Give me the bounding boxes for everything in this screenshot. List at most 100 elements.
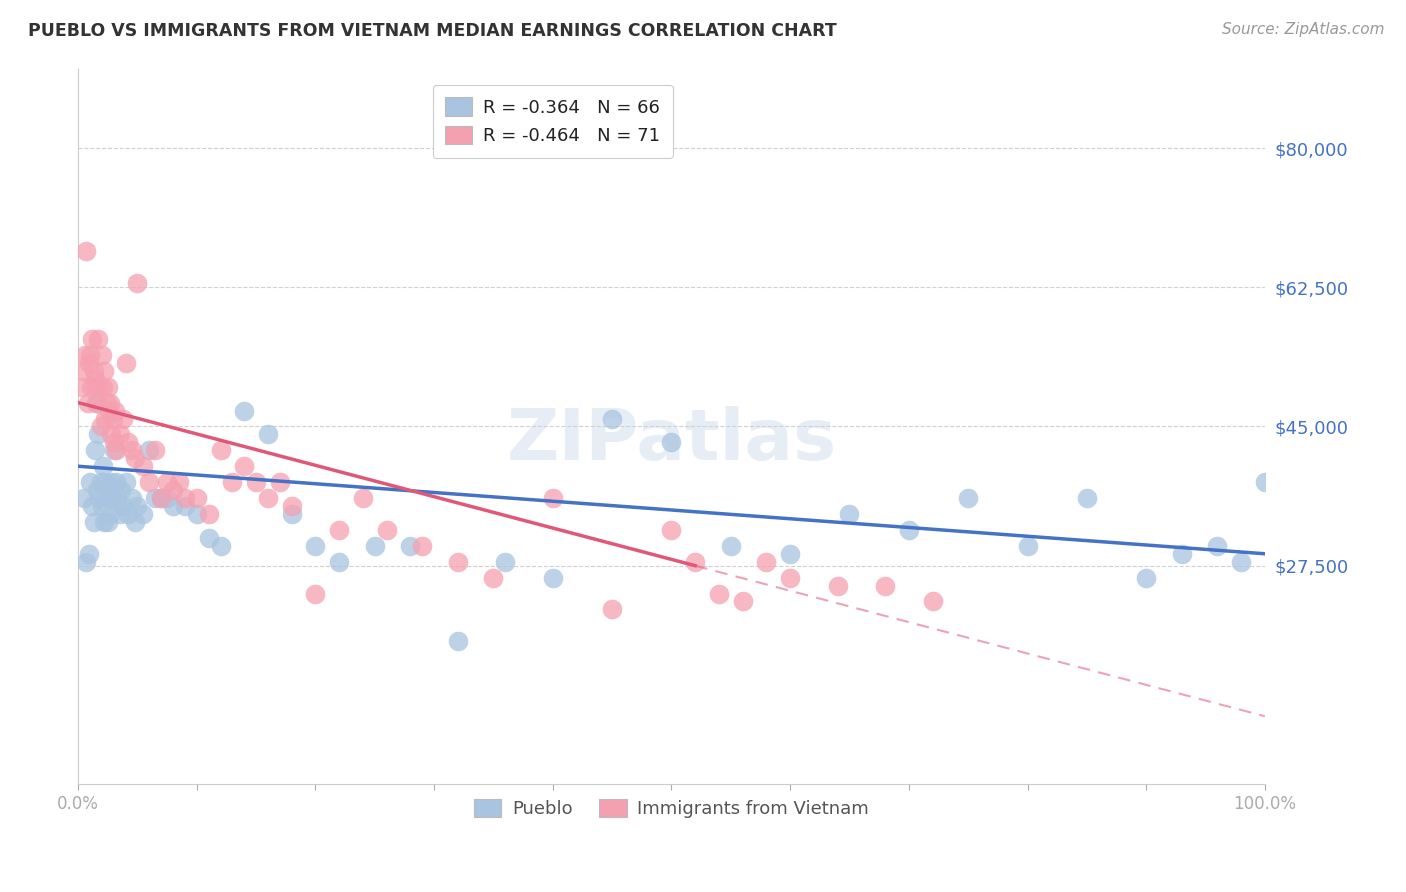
Point [150, 491, 173, 505]
Point [104, 403, 127, 417]
Point [75, 348, 97, 362]
Point [98, 507, 121, 521]
Text: PUEBLO VS IMMIGRANTS FROM VIETNAM MEDIAN EARNINGS CORRELATION CHART: PUEBLO VS IMMIGRANTS FROM VIETNAM MEDIAN… [28, 22, 837, 40]
Point [90, 348, 112, 362]
Point [209, 443, 232, 458]
Point [112, 411, 135, 425]
Point [186, 491, 208, 505]
Point [105, 443, 128, 458]
Legend: Pueblo, Immigrants from Vietnam: Pueblo, Immigrants from Vietnam [467, 792, 876, 825]
Point [121, 491, 143, 505]
Point [87, 332, 110, 346]
Point [375, 523, 398, 537]
Point [112, 499, 135, 513]
Point [779, 571, 801, 585]
Point [921, 594, 943, 608]
Point [957, 491, 980, 505]
Point [86, 395, 108, 409]
Text: Source: ZipAtlas.com: Source: ZipAtlas.com [1222, 22, 1385, 37]
Point [110, 483, 132, 497]
Point [447, 555, 470, 569]
Point [76, 395, 98, 409]
Point [221, 475, 243, 490]
Point [600, 602, 623, 616]
Point [108, 507, 131, 521]
Point [84, 395, 107, 409]
Point [86, 483, 108, 497]
Point [1230, 555, 1253, 569]
Point [143, 443, 166, 458]
Point [269, 475, 291, 490]
Point [101, 411, 124, 425]
Point [91, 380, 114, 394]
Point [101, 491, 124, 505]
Point [89, 380, 111, 394]
Point [82, 499, 104, 513]
Point [328, 555, 350, 569]
Point [1171, 547, 1194, 561]
Point [83, 364, 105, 378]
Point [1076, 491, 1098, 505]
Point [897, 523, 920, 537]
Point [114, 475, 136, 490]
Point [98, 491, 121, 505]
Point [83, 443, 105, 458]
Point [233, 403, 256, 417]
Point [127, 499, 149, 513]
Point [827, 578, 849, 592]
Point [209, 539, 232, 553]
Point [541, 491, 564, 505]
Point [77, 356, 100, 370]
Point [838, 507, 860, 521]
Point [75, 244, 97, 259]
Point [121, 443, 143, 458]
Point [494, 555, 516, 569]
Point [98, 403, 121, 417]
Point [79, 348, 101, 362]
Point [93, 515, 115, 529]
Point [83, 515, 105, 529]
Point [105, 475, 128, 490]
Point [156, 475, 179, 490]
Point [117, 507, 139, 521]
Point [132, 459, 155, 474]
Point [1254, 475, 1277, 490]
Point [89, 491, 111, 505]
Point [73, 491, 96, 505]
Point [304, 586, 326, 600]
Point [84, 380, 107, 394]
Point [233, 459, 256, 474]
Point [138, 475, 160, 490]
Point [755, 555, 778, 569]
Point [100, 475, 122, 490]
Point [79, 475, 101, 490]
Point [108, 427, 131, 442]
Point [352, 491, 374, 505]
Point [328, 523, 350, 537]
Point [280, 507, 302, 521]
Point [156, 491, 179, 505]
Point [105, 491, 128, 505]
Point [73, 364, 96, 378]
Point [97, 380, 120, 394]
Point [1017, 539, 1039, 553]
Point [411, 539, 433, 553]
Point [600, 411, 623, 425]
Point [162, 483, 184, 497]
Point [1206, 539, 1229, 553]
Point [124, 451, 146, 466]
Point [174, 499, 197, 513]
Point [93, 364, 115, 378]
Text: ZIPatlas: ZIPatlas [506, 406, 837, 475]
Point [1135, 571, 1157, 585]
Point [174, 491, 197, 505]
Point [100, 427, 122, 442]
Point [150, 491, 173, 505]
Point [90, 475, 112, 490]
Point [124, 515, 146, 529]
Point [197, 531, 219, 545]
Point [80, 380, 103, 394]
Point [103, 435, 125, 450]
Point [87, 427, 110, 442]
Point [103, 443, 125, 458]
